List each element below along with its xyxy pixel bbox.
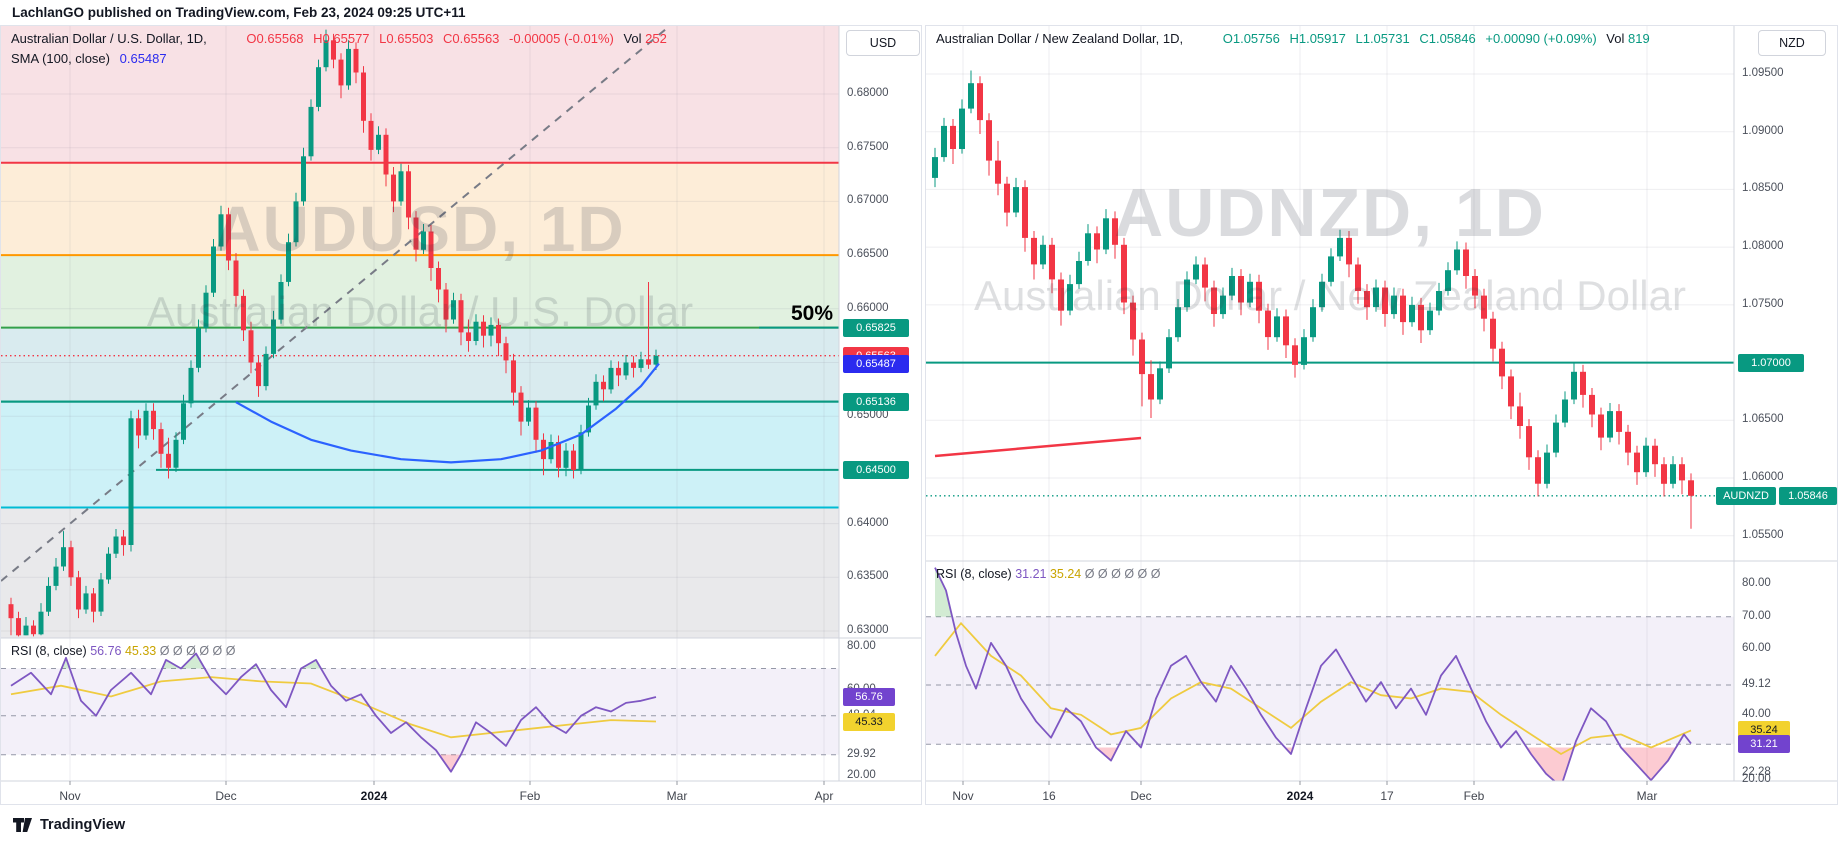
price-tick-label: 1.06500 <box>1742 413 1784 426</box>
sma-value: 0.65487 <box>119 51 167 66</box>
price-badge: 1.07000 <box>1738 353 1804 372</box>
ohlc-close: C1.05846 <box>1419 31 1476 46</box>
price-tick-label: 1.06000 <box>1742 471 1784 483</box>
price-badge: 0.65825 <box>843 318 909 337</box>
price-badge: 31.21 <box>1738 734 1790 753</box>
ohlc-open: O1.05756 <box>1222 31 1280 46</box>
price-tick-label: 0.66000 <box>847 301 889 314</box>
rsi-tick-label: 40.00 <box>1742 707 1771 720</box>
chart-panel-audnzd: AUDNZD, 1D Australian Dollar / New Zeala… <box>925 25 1838 805</box>
price-tick-label: 0.63000 <box>847 624 889 636</box>
rsi-tick-label: 80.00 <box>1742 577 1771 589</box>
price-badge: AUDNZD <box>1716 486 1776 505</box>
price-badge: 56.76 <box>843 687 895 706</box>
price-tick-label: 1.09000 <box>1742 124 1784 137</box>
charts-row: AUDUSD, 1D Australian Dollar / U.S. Doll… <box>0 25 1838 805</box>
tradingview-logo-icon <box>13 818 32 832</box>
time-axis-label: Nov <box>952 789 974 803</box>
time-axis-label: Dec <box>1130 789 1152 803</box>
tradingview-footer[interactable]: TradingView <box>12 814 125 835</box>
rsi-label[interactable]: RSI (8, close) <box>936 567 1012 581</box>
change-value: -0.00005 (-0.01%) <box>509 31 614 46</box>
rsi-ma-value: 35.24 <box>1049 567 1082 581</box>
rsi-label[interactable]: RSI (8, close) <box>11 644 87 658</box>
price-tick-label: 0.63500 <box>847 570 889 583</box>
rsi-tick-label: 80.00 <box>847 640 876 652</box>
price-badge: 45.33 <box>843 712 895 731</box>
price-tick-label: 1.08500 <box>1742 182 1784 195</box>
sma-label[interactable]: SMA (100, close) <box>11 51 110 66</box>
time-axis-label: 2024 <box>1286 789 1314 803</box>
ohlc-high: H0.65577 <box>313 31 370 46</box>
rsi-tick-label: 60.00 <box>1742 642 1771 655</box>
volume-label: Vol <box>1606 31 1625 46</box>
audnzd-rsi-legend: RSI (8, close) 31.21 35.24 Ø Ø Ø Ø Ø Ø <box>936 567 1160 581</box>
rsi-zero-params: Ø Ø Ø Ø Ø Ø <box>1084 567 1161 581</box>
change-value: +0.00090 (+0.09%) <box>1485 31 1597 46</box>
time-axis-label: Mar <box>666 789 688 803</box>
pair-title[interactable]: Australian Dollar / U.S. Dollar, 1D, <box>11 31 207 46</box>
currency-button-nzd[interactable]: NZD <box>1758 30 1826 56</box>
rsi-zero-params: Ø Ø Ø Ø Ø Ø <box>159 644 236 658</box>
pair-title[interactable]: Australian Dollar / New Zealand Dollar, … <box>936 31 1184 46</box>
price-badge: 0.64500 <box>843 460 909 479</box>
price-tick-label: 1.08000 <box>1742 240 1784 253</box>
fifty-percent-label: 50% <box>790 302 833 325</box>
price-tick-label: 0.68000 <box>847 87 889 99</box>
audusd-chart-canvas[interactable] <box>1 26 922 805</box>
rsi-tick-label: 20.00 <box>1742 773 1771 786</box>
currency-button-usd[interactable]: USD <box>846 30 920 56</box>
ohlc-close: C0.65563 <box>443 31 500 46</box>
rsi-ma-value: 45.33 <box>124 644 157 658</box>
time-axis-label: Feb <box>519 789 541 803</box>
price-tick-label: 0.66500 <box>847 248 889 261</box>
price-badge: 0.65487 <box>843 354 909 373</box>
ohlc-high: H1.05917 <box>1289 31 1346 46</box>
price-tick-label: 0.65000 <box>847 409 889 422</box>
time-axis-label: 17 <box>1380 789 1394 803</box>
time-axis-label: Nov <box>59 789 81 803</box>
price-badge: 0.65136 <box>843 392 909 411</box>
time-axis-label: 16 <box>1042 789 1056 803</box>
audnzd-legend: Australian Dollar / New Zealand Dollar, … <box>936 31 1656 46</box>
ohlc-low: L0.65503 <box>379 31 434 46</box>
time-axis-label: Mar <box>1636 789 1658 803</box>
rsi-main-value: 56.76 <box>90 644 122 658</box>
rsi-tick-label: 70.00 <box>1742 609 1771 622</box>
price-tick-label: 0.67500 <box>847 140 889 153</box>
chart-panel-audusd: AUDUSD, 1D Australian Dollar / U.S. Doll… <box>0 25 922 805</box>
price-tick-label: 1.05500 <box>1742 528 1784 541</box>
sma-legend: SMA (100, close) 0.65487 <box>11 51 173 66</box>
publish-info: LachlanGO published on TradingView.com, … <box>12 5 466 20</box>
price-tick-label: 0.67000 <box>847 194 889 207</box>
time-axis-label: 2024 <box>360 789 388 803</box>
volume-value: 819 <box>1628 31 1650 46</box>
price-tick-label: 1.07500 <box>1742 297 1784 310</box>
ohlc-low: L1.05731 <box>1355 31 1410 46</box>
price-tick-label: 1.09500 <box>1742 67 1784 79</box>
audusd-legend: Australian Dollar / U.S. Dollar, 1D, O0.… <box>11 31 673 46</box>
price-badge: 1.05846 <box>1779 486 1837 505</box>
volume-label: Vol <box>623 31 642 46</box>
audusd-rsi-legend: RSI (8, close) 56.76 45.33 Ø Ø Ø Ø Ø Ø <box>11 644 235 658</box>
rsi-tick-label: 29.92 <box>847 747 876 760</box>
ohlc-open: O0.65568 <box>246 31 304 46</box>
time-axis-label: Dec <box>215 789 237 803</box>
price-tick-label: 0.64000 <box>847 516 889 529</box>
rsi-tick-label: 49.12 <box>1742 677 1771 690</box>
volume-value: 252 <box>645 31 667 46</box>
time-axis-label: Apr <box>814 789 834 803</box>
rsi-tick-label: 22.28 <box>1742 765 1771 778</box>
rsi-tick-label: 20.00 <box>847 769 876 781</box>
audnzd-chart-canvas[interactable] <box>926 26 1838 805</box>
rsi-main-value: 31.21 <box>1015 567 1047 581</box>
time-axis-label: Feb <box>1463 789 1485 803</box>
brand-name: TradingView <box>40 816 126 833</box>
